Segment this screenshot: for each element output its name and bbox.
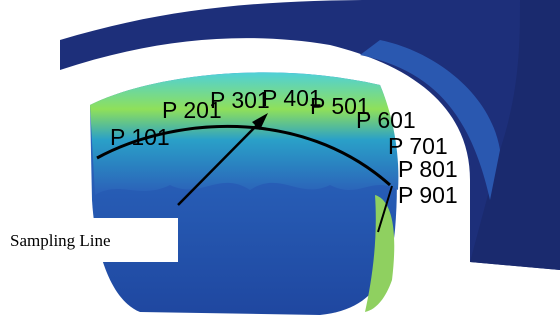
figure: Sampling Line P 101P 201P 301P 401P 501P… bbox=[0, 0, 560, 329]
point-label: P 801 bbox=[398, 156, 458, 182]
point-label: P 601 bbox=[356, 107, 416, 133]
point-label: P 101 bbox=[110, 124, 170, 150]
annotation: Sampling Line bbox=[10, 231, 111, 250]
point-label: P 301 bbox=[210, 87, 270, 113]
point-label: P 901 bbox=[398, 182, 458, 208]
